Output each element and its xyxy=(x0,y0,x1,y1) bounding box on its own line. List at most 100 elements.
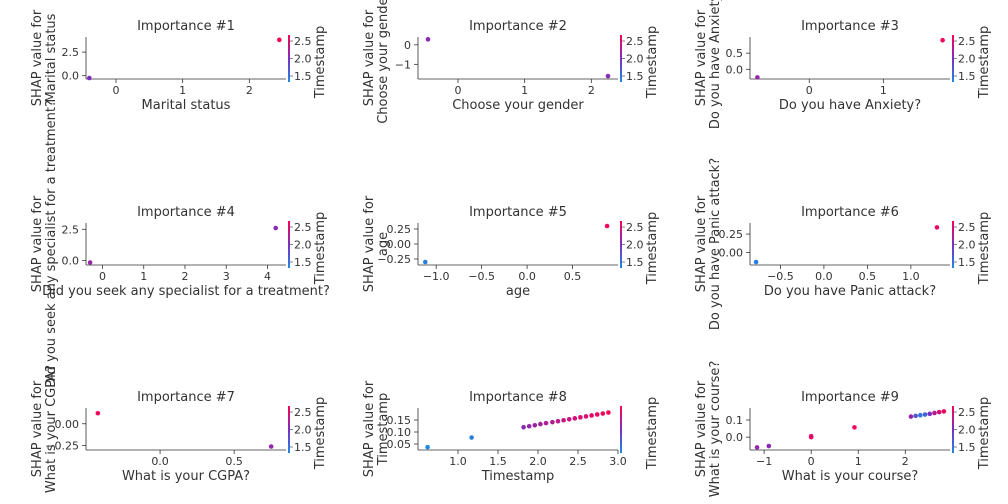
x-tick-label: −0.5 xyxy=(468,270,495,283)
data-point xyxy=(87,260,93,265)
y-axis-label-line: Timestamp xyxy=(376,393,391,467)
y-tick-label: −0.25 xyxy=(45,440,79,453)
subplot-title: Importance #7 xyxy=(137,390,235,405)
colorbar-tick-label: 2.5 xyxy=(958,221,976,234)
y-tick-label: 0.1 xyxy=(726,414,744,427)
data-point xyxy=(934,225,940,230)
y-axis-label-line: age xyxy=(376,232,391,256)
data-point xyxy=(566,416,572,422)
x-tick-label: 0.0 xyxy=(518,270,536,283)
x-tick-label: −0.5 xyxy=(767,270,794,283)
x-tick-label: 1 xyxy=(140,270,147,283)
y-tick-label: 0.0 xyxy=(62,70,80,83)
colorbar xyxy=(952,221,954,268)
data-point xyxy=(766,443,772,449)
colorbar-label: Timestamp xyxy=(977,26,992,100)
y-axis-label-line: Do you have Anxiety? xyxy=(708,0,723,129)
subplot-title: Importance #3 xyxy=(801,19,899,34)
data-point xyxy=(425,37,431,42)
x-tick-label: 0 xyxy=(113,84,120,97)
data-point xyxy=(521,424,526,430)
x-axis-label: Do you have Panic attack? xyxy=(764,284,936,299)
x-axis-label: Timestamp xyxy=(481,469,555,484)
data-point xyxy=(578,415,583,420)
x-axis-label: What is your course? xyxy=(782,469,919,484)
data-point xyxy=(941,409,947,414)
colorbar-tick-label: 1.5 xyxy=(294,256,312,269)
y-tick-label: 0.00 xyxy=(387,238,412,251)
colorbar-tick-label: 1.5 xyxy=(294,70,312,83)
y-tick-label: 0.00 xyxy=(719,246,744,259)
x-tick-label: 4 xyxy=(264,270,271,283)
subplot-title: Importance #8 xyxy=(469,390,567,405)
x-tick-label: 0 xyxy=(455,84,462,97)
data-point xyxy=(604,223,610,229)
data-point xyxy=(543,420,549,426)
x-tick-label: 0 xyxy=(808,455,815,468)
data-point xyxy=(754,445,760,450)
x-tick-label: 0.0 xyxy=(815,270,833,283)
x-axis-label: Choose your gender xyxy=(452,98,584,113)
x-tick-label: 0.0 xyxy=(151,455,169,468)
y-axis-label: SHAP value forDo you have Panic attack? xyxy=(694,158,723,330)
data-point xyxy=(600,411,606,416)
colorbar-label: Timestamp xyxy=(313,26,328,100)
subplot-8: Importance #8 1.0 1.5 2.0 2.5 3.0 0.050.100.15… xyxy=(362,380,660,484)
data-point xyxy=(555,418,561,424)
y-axis-label: SHAP value forWhat is your CGPA? xyxy=(30,365,59,493)
colorbar-tick-label: 1.5 xyxy=(958,256,976,269)
y-tick-label: 0.0 xyxy=(726,431,744,444)
data-point xyxy=(589,413,594,418)
data-point xyxy=(87,75,92,81)
colorbar xyxy=(288,35,290,82)
colorbar-tick-label: 1.5 xyxy=(626,256,644,269)
data-point xyxy=(425,444,430,450)
x-tick-label: 1.5 xyxy=(489,455,507,468)
x-tick-label: 2.5 xyxy=(569,455,587,468)
y-axis-label-line: What is your course? xyxy=(708,361,723,498)
colorbar xyxy=(952,406,954,453)
data-point xyxy=(606,410,611,415)
y-axis-label-line: SHAP value for xyxy=(694,380,709,477)
data-point xyxy=(550,419,555,425)
colorbar-tick-label: 2.0 xyxy=(958,424,976,437)
colorbar-label: Timestamp xyxy=(977,397,992,471)
colorbar-tick-label: 2.0 xyxy=(294,239,312,252)
colorbar-tick-label: 2.5 xyxy=(626,221,644,234)
x-tick-label: 1 xyxy=(521,84,528,97)
colorbar-tick-label: 2.0 xyxy=(294,53,312,66)
y-tick-label: 2.5 xyxy=(62,223,80,236)
subplot-title: Importance #4 xyxy=(137,205,235,220)
colorbar-tick-label: 1.5 xyxy=(958,70,976,83)
x-tick-label: 3 xyxy=(223,270,230,283)
x-tick-label: 1 xyxy=(855,455,862,468)
y-axis-label-line: What is your CGPA? xyxy=(44,365,59,493)
colorbar-tick-label: 2.0 xyxy=(294,424,312,437)
x-axis-label: Do you have Anxiety? xyxy=(779,98,921,113)
y-tick-label: 0.5 xyxy=(726,47,744,60)
x-tick-label: 1 xyxy=(179,84,186,97)
data-point xyxy=(932,410,937,416)
data-point xyxy=(469,435,474,440)
x-tick-label: 2 xyxy=(181,270,188,283)
colorbar-tick-label: 2.5 xyxy=(958,35,976,48)
data-point xyxy=(561,417,566,423)
x-tick-label: 1.0 xyxy=(902,270,920,283)
subplot-title: Importance #6 xyxy=(801,205,899,220)
data-point xyxy=(538,421,543,427)
x-tick-label: 0.5 xyxy=(225,455,243,468)
colorbar-label: Timestamp xyxy=(645,397,660,471)
subplot-title: Importance #1 xyxy=(137,19,235,34)
subplot-title: Importance #9 xyxy=(801,390,899,405)
data-point xyxy=(852,425,857,430)
y-axis-label-line: Did you seek any specialist for a treatm… xyxy=(44,100,59,388)
colorbar-tick-label: 2.0 xyxy=(958,239,976,252)
colorbar-label: Timestamp xyxy=(645,212,660,286)
subplot-title: Importance #2 xyxy=(469,19,567,34)
x-tick-label: 0.5 xyxy=(564,270,582,283)
x-tick-label: 2.0 xyxy=(529,455,547,468)
